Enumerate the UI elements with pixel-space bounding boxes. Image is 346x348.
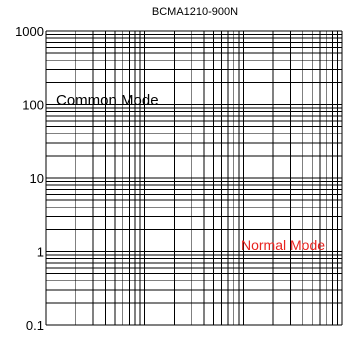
- series-label-normal-mode: Normal Mode: [241, 237, 325, 253]
- y-tick-label: 0.1: [26, 318, 44, 333]
- y-tick-label: 1000: [15, 24, 44, 39]
- series-label-common-mode: Common Mode: [56, 92, 159, 109]
- y-axis-tick-labels: 1000 100 10 1 0.1: [15, 24, 44, 333]
- y-tick-label: 10: [30, 171, 44, 186]
- chart-title: BCMA1210-900N: [152, 6, 238, 18]
- y-tick-label: 1: [37, 245, 44, 260]
- y-tick-label: 100: [22, 98, 44, 113]
- grid-lines: [45, 30, 343, 326]
